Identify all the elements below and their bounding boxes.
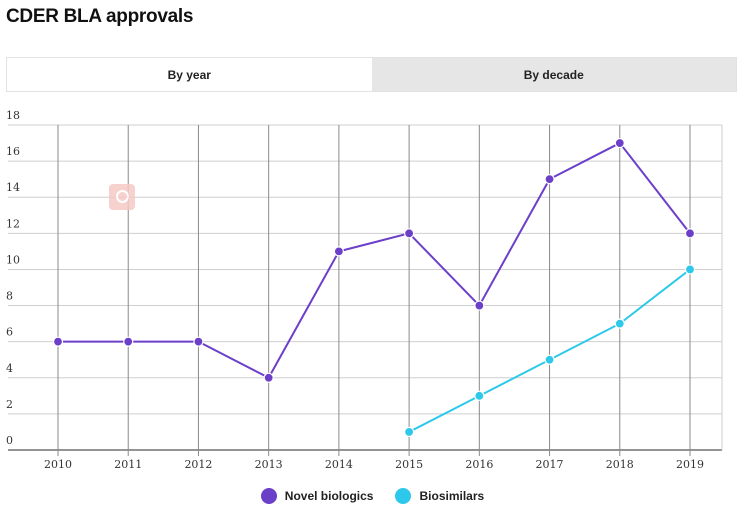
magnifier-icon xyxy=(109,184,135,210)
data-point-biosimilars xyxy=(474,390,485,401)
line-chart: 0 2 4 6 8 10 12 14 16 18 2010 2011 2012 2013 2014 2015 2… xyxy=(6,109,723,471)
x-tick-label: 2014 xyxy=(325,458,353,471)
data-point-biosimilars xyxy=(684,264,696,275)
data-point-novel-biologics xyxy=(404,228,415,239)
data-point-biosimilars xyxy=(614,318,625,329)
y-tick-label: 2 xyxy=(6,398,13,411)
y-tick-label: 4 xyxy=(6,362,13,375)
legend-swatch-biosimilars xyxy=(395,488,412,504)
legend-label-biosimilars: Biosimilars xyxy=(419,489,485,503)
x-tick-label: 2015 xyxy=(395,458,423,471)
x-tick-label: 2017 xyxy=(536,458,564,471)
legend-label-novel-biologics: Novel biologics xyxy=(284,489,374,503)
x-tick-label: 2010 xyxy=(44,458,72,471)
data-point-biosimilars xyxy=(544,354,555,365)
data-point-novel-biologics xyxy=(333,246,344,257)
x-tick-label: 2019 xyxy=(676,458,704,471)
x-tick-label: 2016 xyxy=(465,458,493,471)
y-tick-label: 18 xyxy=(6,109,20,122)
y-tick-label: 14 xyxy=(6,181,20,194)
y-tick-label: 10 xyxy=(6,253,20,266)
x-tick-label: 2018 xyxy=(606,458,634,471)
data-point-biosimilars xyxy=(404,426,415,438)
data-point-novel-biologics xyxy=(52,336,64,347)
y-tick-label: 16 xyxy=(6,145,20,158)
y-tick-label: 8 xyxy=(6,290,13,303)
legend-item-novel-biologics[interactable]: Novel biologics xyxy=(260,488,374,504)
y-tick-label: 12 xyxy=(6,217,20,230)
series-line-novel-biologics xyxy=(58,142,691,379)
legend-item-biosimilars[interactable]: Biosimilars xyxy=(395,488,484,504)
y-tick-label: 6 xyxy=(6,326,13,339)
data-point-novel-biologics xyxy=(193,336,204,347)
tab-by-year[interactable]: By year xyxy=(7,58,372,91)
data-point-novel-biologics xyxy=(474,300,485,311)
data-point-novel-biologics xyxy=(684,228,696,239)
x-tick-label: 2013 xyxy=(255,458,283,471)
legend-swatch-novel-biologics xyxy=(260,488,277,504)
data-point-novel-biologics xyxy=(614,137,625,149)
data-point-novel-biologics xyxy=(123,336,134,347)
data-point-novel-biologics xyxy=(263,372,274,383)
view-tabs: By year By decade xyxy=(6,57,737,92)
y-tick-label: 0 xyxy=(6,434,13,447)
chart-legend: Novel biologics Biosimilars xyxy=(0,488,745,504)
x-tick-label: 2012 xyxy=(184,458,212,471)
page-title: CDER BLA approvals xyxy=(6,6,194,27)
tab-by-decade[interactable]: By decade xyxy=(371,58,736,91)
x-tick-label: 2011 xyxy=(114,458,142,471)
data-point-novel-biologics xyxy=(544,174,555,185)
